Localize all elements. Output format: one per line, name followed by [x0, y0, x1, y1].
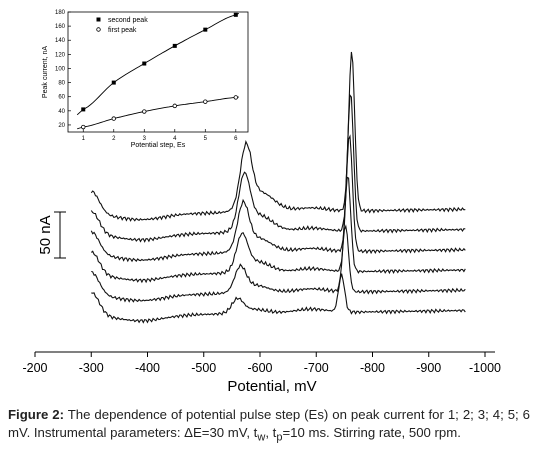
inset-point-second-peak: [172, 43, 177, 48]
voltammogram-curve-5: [90, 93, 466, 243]
inset-x-tick-label: 1: [82, 136, 86, 142]
inset-point-second-peak: [111, 80, 116, 85]
inset-y-axis-label: Peak current, nA: [42, 46, 49, 98]
main-voltammogram-plot: -200 -300 -400 -500 -600 -700 -800 -900 -1000 Po…: [22, 51, 501, 395]
inset-frame: [67, 11, 249, 133]
inset-x-tick-label: 5: [204, 136, 208, 142]
main-x-tick-label: -900: [416, 361, 441, 375]
scale-bar: 50 nA: [37, 211, 66, 259]
inset-point-first-peak: [203, 99, 208, 104]
inset-point-second-peak: [81, 107, 86, 112]
main-x-ticks: -200 -300 -400 -500 -600 -700 -800 -900 -1000: [22, 352, 501, 375]
inset-series: [76, 12, 240, 130]
inset-y-tick-label: 140: [55, 38, 66, 44]
inset-y-tick-label: 160: [55, 24, 66, 30]
voltammogram-curve-4: [90, 134, 466, 263]
inset-axis-ticks: 1 2 3 4 5 6 20 40 60 80 100 120 140 160 180: [55, 10, 238, 142]
main-x-axis-label: Potential, mV: [227, 378, 316, 395]
main-x-tick-label: -800: [360, 361, 385, 375]
inset-legend: second peak first peak: [96, 17, 148, 34]
inset-y-tick-label: 20: [58, 123, 65, 129]
inset-point-second-peak: [203, 27, 208, 32]
inset-point-first-peak: [142, 109, 147, 114]
voltammogram-curve-6: [90, 51, 466, 222]
main-x-tick-label: -400: [135, 361, 160, 375]
scale-bar-label: 50 nA: [37, 215, 54, 254]
inset-x-tick-label: 4: [173, 136, 177, 142]
inset-y-tick-label: 120: [55, 52, 66, 58]
main-x-tick-label: -200: [22, 361, 47, 375]
voltammogram-curve-3: [90, 176, 466, 284]
legend-label-second-peak: second peak: [108, 17, 148, 24]
inset-point-first-peak: [233, 95, 238, 100]
main-series-curves: [90, 51, 466, 324]
chart-canvas: -200 -300 -400 -500 -600 -700 -800 -900 -1000 Po…: [22, 10, 501, 395]
inset-y-tick-label: 60: [58, 95, 65, 101]
legend-label-first-peak: first peak: [108, 27, 137, 34]
legend-marker-first-peak: [96, 27, 101, 32]
inset-x-axis-label: Potential step, Es: [131, 142, 186, 149]
caption-text-rest: =10 ms. Stirring rate, 500 rpm.: [282, 424, 461, 440]
main-x-tick-label: -500: [191, 361, 216, 375]
caption-subscript-w: w: [257, 431, 266, 444]
inset-x-tick-label: 2: [112, 136, 116, 142]
caption-text-mid: , t: [265, 424, 277, 440]
inset-point-second-peak: [142, 61, 147, 66]
voltammogram-curve-1: [91, 273, 466, 324]
inset-x-tick-label: 3: [143, 136, 147, 142]
inset-y-tick-label: 100: [55, 66, 66, 72]
inset-y-tick-label: 180: [55, 10, 66, 16]
inset-point-first-peak: [172, 103, 177, 109]
inset-line-second-peak: [76, 12, 240, 116]
caption-label: Figure 2:: [8, 407, 64, 422]
main-x-tick-label: -1000: [469, 361, 501, 375]
inset-y-tick-label: 80: [58, 81, 65, 87]
main-x-tick-label: -700: [304, 361, 329, 375]
inset-line-first-peak: [77, 96, 239, 130]
inset-y-tick-label: 40: [58, 109, 65, 115]
inset-point-first-peak: [81, 124, 86, 130]
main-x-tick-label: -600: [247, 361, 272, 375]
caption-subscript-p: p: [276, 431, 283, 444]
main-x-tick-label: -300: [79, 361, 104, 375]
inset-point-first-peak: [111, 116, 116, 121]
inset-peak-current-plot: 1 2 3 4 5 6 20 40 60 80 100 120 140 160 180 second pea…: [42, 10, 249, 149]
figure-caption: Figure 2: The dependence of potential pu…: [8, 406, 530, 447]
inset-x-tick-label: 6: [234, 136, 238, 142]
voltammogram-curve-2: [91, 224, 466, 303]
inset-point-second-peak: [233, 12, 238, 17]
caption-text: The dependence of potential pulse step (…: [8, 407, 531, 440]
legend-marker-second-peak: [96, 17, 101, 22]
